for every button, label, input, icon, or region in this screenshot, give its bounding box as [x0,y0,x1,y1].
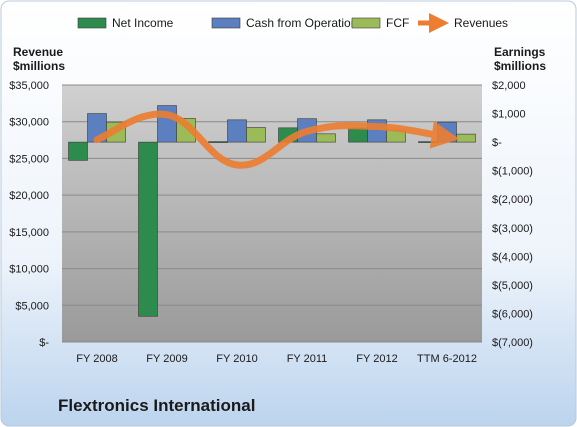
net-income-legend-swatch [77,17,107,29]
fcf-bar [246,127,266,143]
net-income-bar [138,141,158,317]
x-tick-label: FY 2010 [216,353,257,365]
x-tick-label: FY 2011 [287,353,328,365]
left-tick-label: $30,000 [9,117,49,129]
left-tick-label: $20,000 [9,190,49,202]
right-tick-label: $(4,000) [492,251,533,263]
fcf-bar [456,133,476,143]
fcf-legend-swatch [351,17,381,29]
right-tick-label: $(1,000) [492,166,533,178]
revenue-point [166,114,168,116]
net-income-bar [348,127,368,143]
right-axis-ticks: $(7,000) $(6,000) $(5,000) $(4,000) $(3,000)… [492,80,533,349]
fcf-bar [316,133,336,143]
net-income-bar [68,141,88,161]
x-tick-label: FY 2008 [76,353,117,365]
revenue-point [236,164,238,166]
left-tick-label: $15,000 [9,227,49,239]
left-tick-label: $10,000 [9,264,49,276]
right-axis-label-line1: Earnings [494,45,546,59]
right-tick-label: $(6,000) [492,308,533,320]
left-tick-label: $25,000 [9,153,49,165]
revenue-point [446,136,448,138]
cash-from-operations-bar [227,119,247,143]
right-tick-label: $- [492,137,502,149]
left-tick-label: $- [39,337,49,349]
cash-from-operations-legend-swatch [211,17,241,29]
revenue-line [93,110,460,169]
left-axis-ticks: $- $5,000 $10,000 $15,000 $20,000 $25,000 $30,… [9,80,49,349]
gridlines [62,84,482,343]
fcf-legend-label: FCF [386,16,409,30]
right-tick-label: $2,000 [492,80,526,92]
cash-from-operations-legend-label: Cash from Operations [246,16,363,30]
revenue-point [96,139,98,141]
company-name: Flextronics International [58,396,256,415]
right-tick-label: $1,000 [492,109,526,121]
revenues-legend-label: Revenues [454,16,508,30]
x-tick-label: TTM 6-2012 [417,353,477,365]
revenue-line-group [93,110,460,169]
left-axis-label-line2: $millions [13,59,65,73]
left-axis-label-line1: Revenue [13,45,63,59]
revenue-point [376,126,378,128]
right-tick-label: $(3,000) [492,223,533,235]
net-income-bar [418,141,438,143]
right-axis-label-line2: $millions [494,59,546,73]
net-income-bar [208,141,228,143]
right-tick-label: $(5,000) [492,280,533,292]
revenue-point [306,130,308,132]
net-income-legend-label: Net Income [112,16,174,30]
right-tick-label: $(2,000) [492,194,533,206]
x-axis-ticks: FY 2008 FY 2009 FY 2010 FY 2011 FY 2012 TTM 6… [76,353,477,365]
x-tick-label: FY 2009 [146,353,187,365]
x-tick-label: FY 2012 [356,353,397,365]
left-tick-label: $5,000 [15,300,49,312]
legend: Net Income Cash from Operations FCF Revenue… [77,13,508,33]
left-tick-label: $35,000 [9,80,49,92]
right-tick-label: $(7,000) [492,337,533,349]
